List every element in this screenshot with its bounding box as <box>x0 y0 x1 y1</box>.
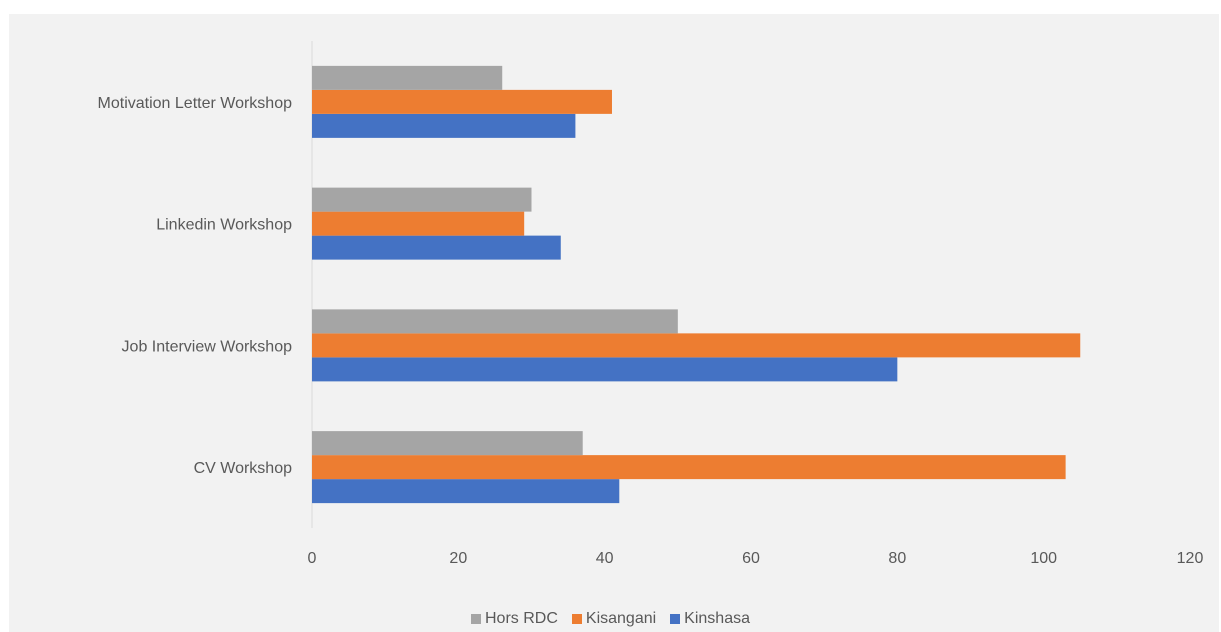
bar-kisangani-3 <box>312 89 612 114</box>
x-tick-label: 100 <box>1030 550 1057 567</box>
x-tick-label: 40 <box>596 550 614 567</box>
bar-kisangani-0 <box>312 455 1066 480</box>
bar-chart: CV Workshop Job Interview Workshop Linkedi… <box>98 41 1204 567</box>
legend-item-hors-rdc: Hors RDC <box>471 610 558 628</box>
category-label: Linkedin Workshop <box>156 217 292 234</box>
x-tick-label: 0 <box>308 550 317 567</box>
bar-hors-rdc-3 <box>312 65 503 90</box>
legend-swatch <box>670 614 681 624</box>
bar-hors-rdc-2 <box>312 187 532 212</box>
bar-kisangani-2 <box>312 211 525 236</box>
category-label: CV Workshop <box>194 460 293 477</box>
x-tick-label: 20 <box>449 550 467 567</box>
bar-hors-rdc-1 <box>312 309 678 334</box>
bar-kinshasa-0 <box>312 479 620 504</box>
bar-kisangani-1 <box>312 333 1081 358</box>
bar-kinshasa-2 <box>312 235 561 260</box>
legend-swatch <box>471 614 481 624</box>
legend-label: Kisangani <box>585 610 657 627</box>
x-tick-label: 80 <box>888 550 906 567</box>
legend-label: Hors RDC <box>485 610 558 627</box>
legend: Hors RDC Kisangani Kinshasa <box>0 610 1221 628</box>
x-tick-label: 120 <box>1177 550 1204 567</box>
legend-item-kinshasa: Kinshasa <box>670 610 750 628</box>
category-label: Motivation Letter Workshop <box>98 95 293 112</box>
x-tick-label: 60 <box>742 550 760 567</box>
bar-kinshasa-3 <box>312 113 576 138</box>
bar-hors-rdc-0 <box>312 431 583 456</box>
bar-kinshasa-1 <box>312 357 898 382</box>
legend-swatch <box>571 614 582 624</box>
category-label: Job Interview Workshop <box>122 338 293 355</box>
legend-label: Kinshasa <box>684 610 750 627</box>
legend-item-kisangani: Kisangani <box>571 610 657 628</box>
